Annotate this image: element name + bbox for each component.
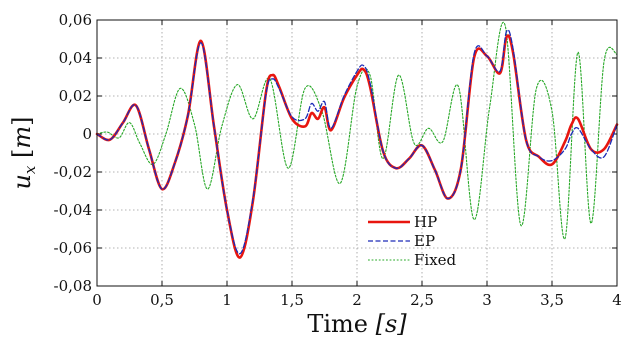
x-axis-title-main: Time bbox=[307, 310, 375, 338]
grid bbox=[96, 19, 618, 287]
legend-label-ep: EP bbox=[414, 232, 435, 250]
y-tick-label: 0,06 bbox=[59, 11, 92, 29]
y-tick-label: -0,02 bbox=[54, 163, 92, 181]
x-tick-label: 3,5 bbox=[540, 291, 564, 309]
x-tick-label: 2 bbox=[352, 291, 362, 309]
x-tick-label: 2,5 bbox=[410, 291, 434, 309]
x-tick-label: 1,5 bbox=[280, 291, 304, 309]
series-line-fixed bbox=[96, 22, 618, 240]
y-tick-label: -0,08 bbox=[54, 277, 92, 295]
x-tick-label: 1 bbox=[222, 291, 232, 309]
y-tick-label: 0 bbox=[82, 125, 92, 143]
x-tick-label: 0 bbox=[92, 291, 102, 309]
y-axis-title: ux [m] bbox=[8, 116, 39, 189]
x-axis-title: Time [s] bbox=[307, 310, 407, 338]
legend-label-fixed: Fixed bbox=[414, 251, 457, 269]
y-tick-label: -0,06 bbox=[54, 239, 92, 257]
series-line-ep bbox=[96, 29, 618, 255]
x-tick-label: 3 bbox=[482, 291, 492, 309]
x-tick-labels: 0 0,5 1 1,5 2 2,5 3 3,5 4 bbox=[92, 291, 622, 309]
y-tick-labels: -0,08 -0,06 -0,04 -0,02 0 0,02 0,04 0,06 bbox=[54, 11, 92, 295]
plot-frame bbox=[96, 19, 618, 287]
series-lines bbox=[95, 22, 619, 259]
x-axis-title-unit: [s] bbox=[376, 310, 408, 338]
y-tick-label: 0,02 bbox=[59, 87, 92, 105]
legend-label-hp: HP bbox=[414, 213, 437, 231]
x-tick-label: 4 bbox=[612, 291, 622, 309]
y-tick-label: -0,04 bbox=[54, 201, 92, 219]
y-tick-label: 0,04 bbox=[59, 49, 92, 67]
x-tick-label: 0,5 bbox=[150, 291, 174, 309]
